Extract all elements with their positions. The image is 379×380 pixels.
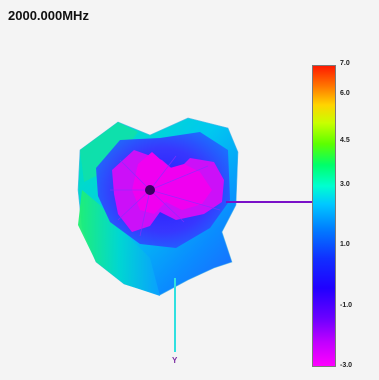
colorbar-tick: 3.0 [340,181,350,188]
frequency-label: 2000.000MHz [8,8,89,23]
y-axis-label: Y [172,356,178,365]
pattern-surface [77,117,239,296]
color-scale-bar [312,65,336,367]
colorbar-tick: -3.0 [340,362,353,369]
colorbar-tick: 1.0 [340,241,350,248]
colorbar-tick: 6.0 [340,90,350,97]
colorbar-tick: 7.0 [340,60,350,67]
colorbar-tick: -1.0 [340,302,353,309]
colorbar-tick: 4.5 [340,137,350,144]
